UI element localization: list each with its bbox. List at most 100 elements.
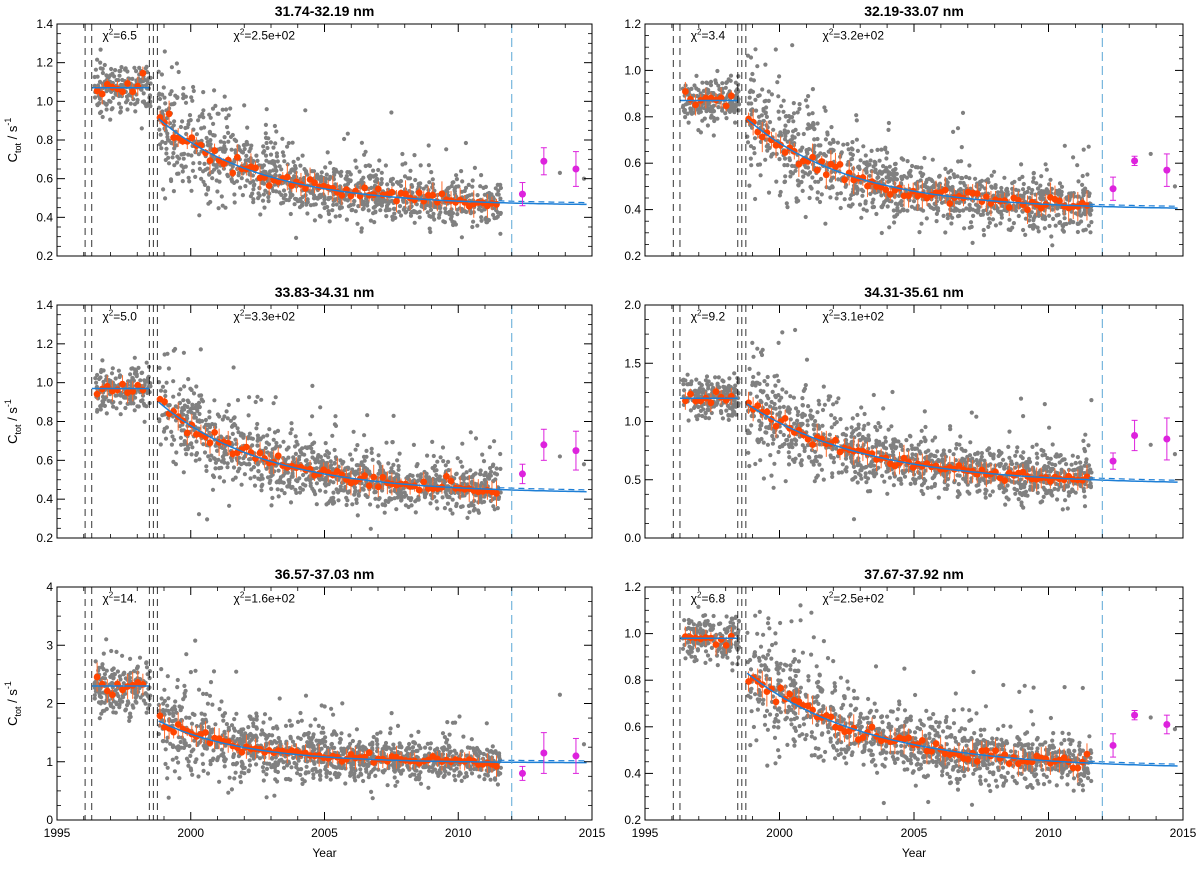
binned-point	[347, 192, 355, 200]
scatter-point	[1080, 173, 1085, 179]
scatter-point	[1080, 182, 1085, 187]
fit-extrapolation-line	[498, 200, 587, 204]
scatter-point	[394, 180, 400, 185]
scatter-point	[324, 172, 329, 177]
scatter-point	[777, 116, 782, 121]
scatter-point	[727, 89, 732, 94]
scatter-point	[892, 214, 897, 219]
scatter-point	[202, 161, 207, 166]
scatter-point	[708, 79, 714, 84]
scatter-point	[174, 143, 179, 148]
scatter-point	[479, 500, 484, 505]
scatter-point	[378, 182, 384, 187]
scatter-point	[753, 196, 758, 202]
scatter-point	[797, 102, 802, 107]
scatter-point	[169, 140, 174, 146]
scatter-point	[790, 43, 795, 48]
scatter-point	[416, 494, 421, 499]
scatter-point	[455, 456, 460, 461]
scatter-point	[990, 217, 996, 222]
scatter-point	[352, 198, 357, 204]
scatter-point	[769, 152, 775, 157]
scatter-point	[157, 142, 163, 147]
scatter-point	[1044, 167, 1049, 172]
scatter-point	[795, 110, 800, 115]
scatter-point	[910, 163, 915, 169]
scatter-point	[1060, 227, 1065, 233]
scatter-point	[211, 162, 216, 167]
scatter-point	[700, 387, 706, 392]
scatter-point	[470, 184, 475, 189]
scatter-point	[371, 168, 376, 173]
scatter-point	[686, 120, 691, 125]
scatter-point	[978, 212, 984, 217]
scatter-point	[1086, 193, 1092, 199]
y-axis-label-main: C	[5, 434, 20, 443]
scatter-point	[110, 380, 115, 385]
scatter-point	[298, 199, 303, 204]
chart-title: 32.19-33.07 nm	[864, 3, 964, 19]
scatter-point	[171, 123, 176, 128]
scatter-point	[232, 200, 237, 205]
scatter-point	[495, 182, 500, 187]
binned-point	[124, 389, 131, 396]
scatter-point	[422, 469, 427, 475]
scatter-point	[998, 209, 1004, 214]
scatter-point	[362, 433, 367, 438]
scatter-point	[369, 450, 374, 455]
scatter-point	[466, 503, 471, 508]
binned-point	[311, 179, 318, 187]
scatter-point	[428, 479, 433, 484]
fit-extrapolation-line	[1088, 203, 1178, 207]
scatter-point	[732, 371, 737, 376]
scatter-point	[979, 184, 985, 189]
scatter-point	[919, 221, 924, 226]
scatter-point	[716, 375, 721, 380]
scatter-point	[683, 115, 688, 120]
chi-squared-annotation: χ2=2.5e+02	[234, 27, 296, 42]
scatter-point	[246, 413, 251, 418]
recent-point	[1131, 157, 1139, 165]
scatter-point	[371, 205, 376, 210]
scatter-point	[398, 183, 404, 188]
scatter-point	[277, 190, 282, 195]
scatter-point	[210, 169, 215, 175]
scatter-point	[704, 87, 709, 92]
scatter-point	[263, 153, 269, 158]
scatter-point	[411, 209, 416, 214]
scatter-point	[394, 507, 399, 512]
scatter-point	[849, 146, 854, 151]
scatter-point	[810, 111, 815, 116]
scatter-point	[294, 478, 299, 483]
scatter-point	[839, 150, 844, 155]
scatter-point	[261, 144, 266, 149]
scatter-point	[323, 483, 328, 488]
scatter-point	[402, 174, 408, 179]
scatter-point	[268, 140, 273, 145]
scatter-point	[801, 131, 806, 137]
scatter-point	[480, 452, 485, 457]
scatter-point	[1031, 171, 1036, 176]
scatter-point	[294, 490, 299, 495]
scatter-point	[850, 202, 855, 207]
scatter-point	[390, 182, 395, 187]
scatter-point	[178, 124, 183, 130]
scatter-point	[207, 425, 213, 430]
scatter-point	[1034, 181, 1039, 186]
scatter-point	[1076, 179, 1081, 184]
scatter-point	[189, 153, 194, 158]
y-axis-label-exp: -1	[3, 118, 13, 126]
scatter-point	[171, 394, 176, 399]
scatter-point	[117, 68, 122, 74]
scatter-point	[854, 118, 859, 123]
scatter-point	[233, 437, 238, 442]
scatter-point	[222, 140, 227, 145]
scatter-point	[788, 174, 793, 179]
scatter-point	[240, 193, 245, 198]
scatter-point	[858, 180, 864, 185]
scatter-point	[781, 109, 786, 114]
scatter-point	[234, 138, 239, 144]
binned-point	[941, 186, 949, 194]
scatter-point	[698, 109, 704, 114]
scatter-point	[698, 130, 704, 135]
